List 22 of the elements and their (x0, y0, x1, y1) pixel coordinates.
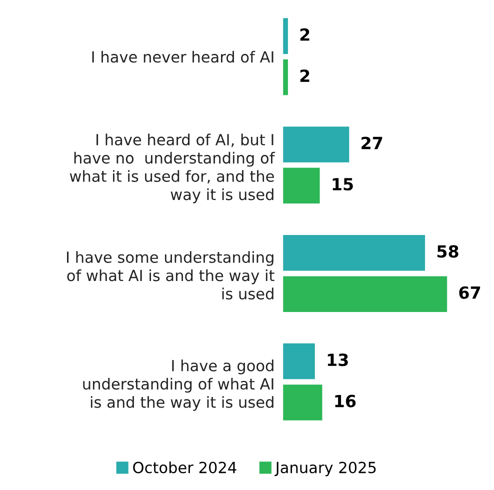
y-tick-label: I have some understanding of what AI is and the way it is used (67, 251, 274, 300)
bar (283, 343, 315, 380)
data-label: 13 (328, 354, 348, 366)
legend-label: January 2025 (274, 462, 376, 476)
legend-label: October 2024 (133, 461, 236, 474)
data-label: 2 (300, 69, 310, 82)
bar (283, 276, 448, 312)
bar (283, 18, 288, 54)
bar (283, 59, 288, 96)
data-label: 15 (332, 178, 353, 191)
bar (283, 168, 320, 204)
y-tick-label: I have a good understanding of what AI is and the way it is used (83, 360, 274, 411)
bar (283, 234, 426, 271)
bar (283, 384, 322, 420)
data-label: 67 (459, 286, 480, 299)
data-label: 27 (362, 136, 382, 150)
data-label: 16 (335, 394, 356, 408)
y-tick-label: I have never heard of AI (92, 50, 274, 63)
data-label: 2 (300, 28, 310, 41)
data-label: 58 (437, 245, 458, 258)
bar (283, 126, 350, 162)
y-tick-label: I have heard of AI, but I have no understanding of what it is used for, and the way it is used (70, 134, 276, 204)
